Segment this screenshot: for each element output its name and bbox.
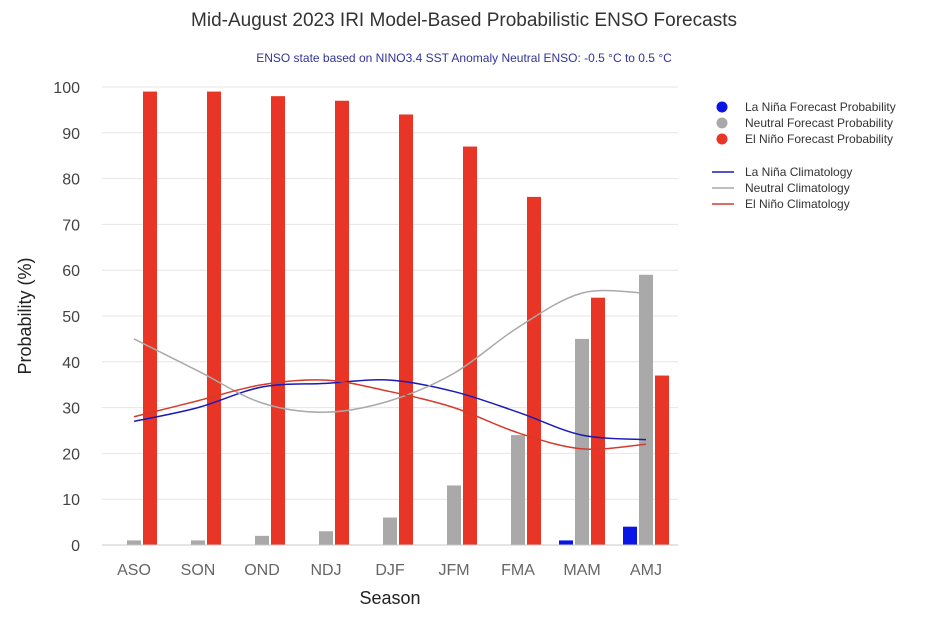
bar-el-ni-o-forecast-probability-ndj <box>335 100 349 546</box>
y-tick-label: 100 <box>53 80 80 97</box>
x-tick-label: MAM <box>563 562 600 579</box>
legend-label-el-ni-o-climatology: El Niño Climatology <box>745 197 850 211</box>
y-tick-label: 70 <box>62 217 80 234</box>
x-tick-label: ASO <box>117 562 151 579</box>
legend-marker-el-ni-o-forecast-probability <box>716 133 728 145</box>
y-tick-label: 30 <box>62 401 80 418</box>
y-tick-label: 60 <box>62 263 80 280</box>
x-tick-label: NDJ <box>310 562 341 579</box>
x-tick-label: OND <box>244 562 280 579</box>
bar-el-ni-o-forecast-probability-djf <box>399 114 413 545</box>
bar-neutral-forecast-probability-djf <box>383 517 397 545</box>
y-tick-label: 10 <box>62 492 80 509</box>
line-el-ni-o-climatology <box>133 379 647 450</box>
legend-label-el-ni-o-forecast-probability: El Niño Forecast Probability <box>745 132 893 146</box>
x-tick-label: SON <box>181 562 216 579</box>
bar-el-ni-o-forecast-probability-ond <box>271 96 285 545</box>
bar-la-ni-a-forecast-probability-amj <box>623 526 637 545</box>
y-axis-title: Probability (%) <box>15 257 35 374</box>
x-axis-title: Season <box>359 588 420 608</box>
bar-el-ni-o-forecast-probability-jfm <box>463 146 477 546</box>
legend-marker-la-ni-a-forecast-probability <box>716 101 728 113</box>
bar-neutral-forecast-probability-amj <box>639 274 653 545</box>
legend-marker-neutral-forecast-probability <box>716 117 728 129</box>
bar-el-ni-o-forecast-probability-fma <box>527 196 541 546</box>
bar-el-ni-o-forecast-probability-son <box>207 91 221 545</box>
bar-el-ni-o-forecast-probability-amj <box>655 375 669 545</box>
bar-neutral-forecast-probability-aso <box>127 540 141 545</box>
bar-la-ni-a-forecast-probability-mam <box>559 540 573 545</box>
bar-neutral-forecast-probability-jfm <box>447 485 461 545</box>
y-tick-label: 80 <box>62 172 80 189</box>
bar-neutral-forecast-probability-mam <box>575 338 589 545</box>
climatology-lines <box>133 289 647 450</box>
chart-title: Mid-August 2023 IRI Model-Based Probabil… <box>191 10 737 31</box>
y-tick-label: 20 <box>62 446 80 463</box>
legend-label-la-ni-a-forecast-probability: La Niña Forecast Probability <box>745 100 896 114</box>
line-neutral-climatology <box>133 289 647 413</box>
bar-el-ni-o-forecast-probability-mam <box>591 297 605 545</box>
bar-neutral-forecast-probability-ndj <box>319 531 333 545</box>
bar-neutral-forecast-probability-ond <box>255 535 269 545</box>
bar-neutral-forecast-probability-fma <box>511 435 525 545</box>
y-tick-label: 0 <box>71 538 80 555</box>
legend-label-la-ni-a-climatology: La Niña Climatology <box>745 165 852 179</box>
y-tick-label: 90 <box>62 126 80 143</box>
legend-label-neutral-climatology: Neutral Climatology <box>745 181 850 195</box>
chart-subtitle: ENSO state based on NINO3.4 SST Anomaly … <box>256 51 672 65</box>
legend-label-neutral-forecast-probability: Neutral Forecast Probability <box>745 116 893 130</box>
y-tick-label: 40 <box>62 355 80 372</box>
legend: La Niña Forecast Probability Neutral Fore… <box>712 100 896 211</box>
x-axis-ticks: ASO SON OND NDJ DJF JFM FMA MAM AMJ <box>117 562 662 579</box>
y-tick-label: 50 <box>62 309 80 326</box>
x-tick-label: DJF <box>375 562 405 579</box>
bars <box>127 91 669 546</box>
bar-neutral-forecast-probability-son <box>191 540 205 545</box>
x-tick-label: JFM <box>438 562 469 579</box>
x-tick-label: FMA <box>501 562 535 579</box>
x-tick-label: AMJ <box>630 562 662 579</box>
bar-el-ni-o-forecast-probability-aso <box>143 91 157 545</box>
line-la-ni-a-climatology <box>133 379 647 441</box>
y-axis-ticks: 0 10 20 30 40 50 60 70 80 90 100 <box>53 80 80 555</box>
